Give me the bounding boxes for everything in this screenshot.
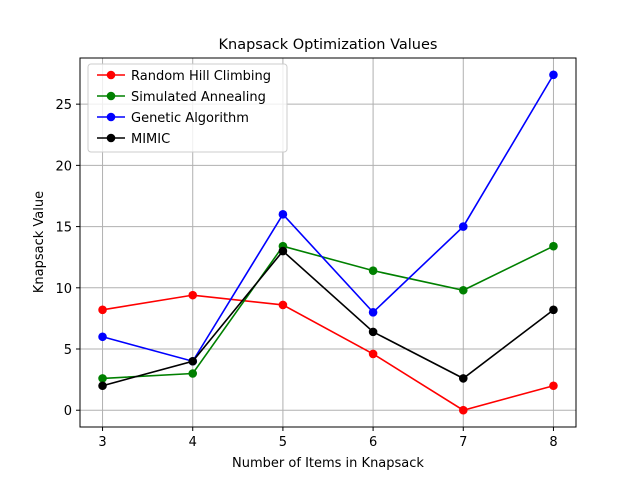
series-mimic (98, 246, 558, 391)
data-point (98, 374, 107, 383)
series-line (102, 74, 555, 363)
legend-entry: Genetic Algorithm (97, 111, 249, 126)
legend-label: MIMIC (131, 132, 170, 147)
legend-marker (106, 112, 116, 122)
y-tick-label: 20 (55, 159, 72, 174)
legend-box (87, 63, 288, 153)
data-point (549, 381, 558, 391)
data-point (98, 332, 107, 342)
x-tick-label: 5 (279, 435, 287, 450)
chart-title: Knapsack Optimization Values (219, 37, 438, 53)
x-axis-label: Number of Items in Knapsack (232, 456, 424, 471)
y-axis-label: Knapsack Value (32, 191, 47, 293)
series-layer (98, 70, 558, 415)
y-tick-label: 15 (55, 221, 72, 236)
series-simulated-annealing (98, 241, 558, 383)
data-point (368, 327, 378, 337)
data-point (549, 305, 558, 315)
legend-entry: MIMIC (97, 132, 170, 147)
x-tick-label: 6 (369, 435, 377, 450)
data-point (458, 222, 468, 231)
legend-label: Genetic Algorithm (131, 111, 249, 126)
data-point (98, 305, 107, 315)
legend-entry: Simulated Annealing (97, 90, 266, 105)
series-line (102, 245, 554, 380)
data-point (458, 374, 468, 383)
data-point (458, 405, 468, 415)
series-line (102, 294, 554, 412)
series-line (102, 249, 554, 387)
data-point (368, 266, 378, 275)
legend-marker (106, 70, 116, 80)
legend-marker (106, 91, 116, 101)
x-tick-label: 8 (549, 435, 557, 450)
y-tick-label: 25 (55, 98, 72, 113)
data-point (549, 70, 558, 80)
legend: Random Hill Climbing Simulated Annealing G… (87, 63, 288, 153)
data-point (549, 241, 558, 251)
data-point (368, 349, 378, 359)
legend-label: Simulated Annealing (131, 90, 266, 105)
legend-entry: Random Hill Climbing (97, 69, 271, 84)
data-point (368, 307, 378, 317)
data-point (278, 210, 288, 219)
y-tick-label: 10 (55, 282, 72, 297)
data-point (188, 290, 198, 300)
data-point (98, 381, 107, 391)
data-point (278, 246, 288, 256)
legend-label: Random Hill Climbing (131, 69, 271, 84)
y-tick-label: 5 (64, 343, 72, 358)
y-tick-label: 0 (64, 404, 72, 419)
axis-ticks: 3 4 5 6 7 8 0 5 10 15 20 25 (55, 98, 557, 450)
x-tick-label: 4 (189, 435, 197, 450)
x-tick-label: 7 (459, 435, 467, 450)
data-point (278, 300, 288, 310)
data-point (188, 356, 198, 366)
x-tick-label: 3 (98, 435, 106, 450)
series-random-hill-climbing (98, 290, 558, 415)
plot-frame (79, 57, 577, 428)
data-point (458, 285, 468, 295)
data-point (188, 369, 198, 378)
legend-marker (106, 133, 116, 143)
